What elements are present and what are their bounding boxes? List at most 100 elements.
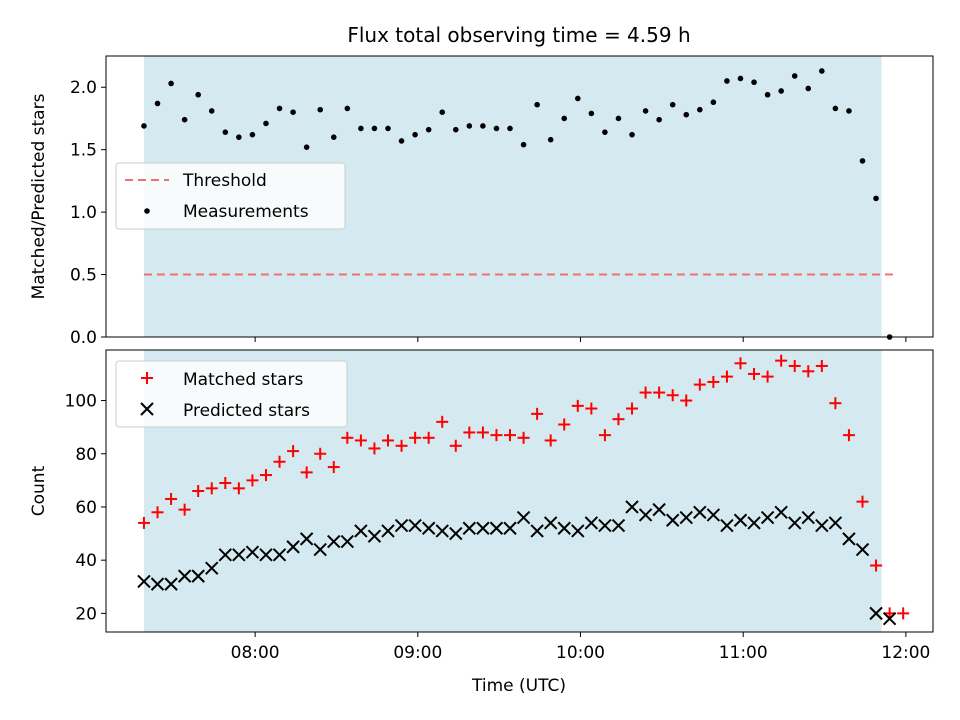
measurement-point [303,144,310,150]
matched-star-marker [626,402,639,415]
predicted-star-marker [571,524,585,538]
matched-star-marker [287,445,300,458]
matched-star-marker [666,389,679,402]
predicted-star-marker [543,516,558,530]
count-y-axis-label: Count [29,465,49,516]
matched-legend-swatch [141,372,153,384]
matched-star-marker [192,485,205,497]
matched-star-marker [571,399,584,412]
matched-star-marker [436,415,449,428]
matched-star-marker [395,439,408,452]
predicted-star-marker [557,521,571,535]
matched-star-marker [327,461,340,474]
matched-star-marker [842,429,855,442]
x-axis-label: Time (UTC) [471,676,566,696]
matched-star-marker [409,431,422,444]
measurement-point [642,108,649,114]
measurement-point [697,106,703,113]
measurements-legend-label: Measurements [183,202,309,222]
count-legend-box [115,360,348,428]
threshold-legend-label: Threshold [182,171,267,191]
measurement-point [452,126,459,133]
matched-star-marker [381,434,394,447]
predicted-star-marker [842,532,856,546]
predicted-star-marker [815,518,829,533]
ratio-y-axis-label: Matched/Predicted stars [29,93,49,299]
predicted-star-marker [476,521,490,535]
matched-star-marker [354,434,367,447]
count-legend: Matched stars Predicted stars [115,360,348,428]
predicted-star-marker [367,529,382,543]
matched-star-marker [802,365,815,378]
measurement-point [737,75,744,82]
matched-star-marker [680,394,693,407]
measurements-legend-swatch [144,208,150,214]
matched-star-marker [775,354,788,367]
predicted-star-marker [720,518,734,533]
matched-star-marker [720,370,733,383]
ratio-y-tick-label: 1.0 [70,203,97,223]
measurement-point [846,108,852,114]
matched-star-marker [341,431,354,444]
predicted-star-marker [625,500,639,514]
measurement-point [615,115,622,122]
predicted-star-marker [530,524,544,538]
predicted-star-marker [706,508,721,522]
predicted-star-marker [679,510,693,525]
matched-star-marker [612,413,625,426]
predicted-star-marker [137,574,151,589]
measurement-point [832,105,839,112]
matched-star-marker [653,386,666,399]
count-y-tick-label: 80 [75,445,97,465]
measurement-point [574,95,581,102]
predicted-star-marker [259,548,273,562]
measurement-point [439,109,446,115]
predicted-star-marker [408,518,422,533]
predicted-star-marker [665,513,680,527]
predicted-star-marker [245,545,260,559]
ratio-plot-frame [105,55,934,338]
count-y-tick-label: 60 [75,498,97,518]
predicted-star-marker [611,518,626,533]
predicted-star-marker [150,577,165,591]
matched-star-marker [693,378,706,391]
matched-star-marker [856,495,869,508]
matched-star-marker [598,429,611,442]
predicted-star-marker [828,516,843,530]
predicted-star-marker [354,524,368,538]
count-y-tick-label: 40 [75,551,97,571]
measurement-point [534,101,540,108]
measurement-point [873,195,879,202]
measurement-point [791,73,798,79]
matched-star-marker [314,447,327,460]
predicted-star-marker [394,518,409,533]
ratio-y-tick-label: 0.5 [70,266,97,286]
predicted-star-marker [327,534,341,549]
measurement-point [507,125,513,132]
measurement-point [236,134,242,140]
matched-star-marker [558,418,571,431]
predicted-star-marker [449,526,463,541]
predicted-star-marker [205,561,219,575]
x-tick-label: 08:00 [231,643,280,663]
measurement-point [181,116,188,123]
measurement-point [764,91,771,98]
count-plot-frame [105,349,934,633]
matched-star-marker [897,607,910,620]
predicted-star-marker [747,516,761,530]
measurement-point [222,129,229,135]
ratio-y-tick-label: 1.5 [70,141,97,161]
predicted-star-marker [462,521,477,535]
predicted-star-marker [774,505,788,519]
measurement-point [263,120,269,127]
measurement-point [290,109,296,115]
predicted-star-marker [381,524,395,538]
measurement-point [710,99,717,106]
matched-star-marker [870,559,883,572]
matched-star-marker [788,359,801,372]
measurement-point [208,108,215,114]
measurement-point [629,131,635,138]
matched-star-marker [734,357,747,370]
predicted-star-marker [584,516,599,530]
predicted-star-marker [869,606,883,621]
